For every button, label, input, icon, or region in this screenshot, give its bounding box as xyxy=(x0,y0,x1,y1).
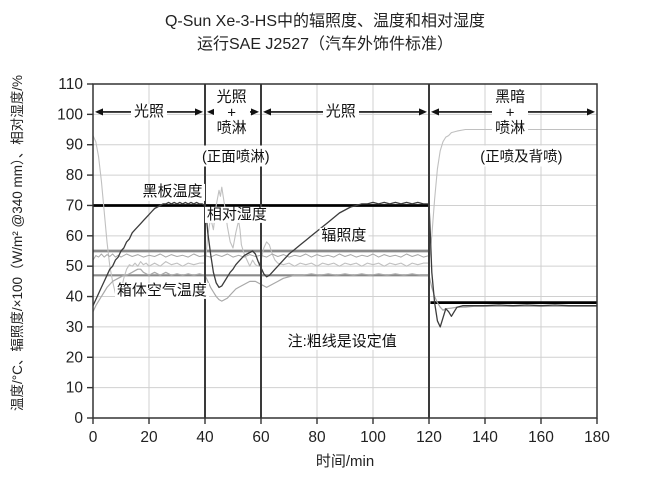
series-irradiance_measured xyxy=(92,253,430,261)
arrow-head-right xyxy=(195,108,203,116)
y-tick-label: 70 xyxy=(66,197,84,214)
x-axis-label: 时间/min xyxy=(315,453,375,470)
x-tick-label: 180 xyxy=(584,429,610,446)
y-tick-label: 90 xyxy=(66,137,84,154)
x-tick-label: 60 xyxy=(252,429,270,446)
y-tick-label: 20 xyxy=(66,349,84,366)
chart-title-line-1: Q-Sun Xe-3-HS中的辐照度、温度和相对湿度 xyxy=(164,13,486,30)
arrow-head-left xyxy=(263,108,271,116)
series-relative_humidity_measured xyxy=(92,128,597,299)
x-tick-label: 80 xyxy=(308,429,326,446)
arrow-head-left xyxy=(95,108,103,116)
y-tick-label: 50 xyxy=(66,258,84,275)
y-tick-label: 0 xyxy=(74,410,83,427)
x-tick-label: 40 xyxy=(196,429,214,446)
y-tick-label: 40 xyxy=(66,289,84,306)
chart-title: Q-Sun Xe-3-HS中的辐照度、温度和相对湿度 运行SAE J2527（汽… xyxy=(0,10,650,56)
y-tick-label: 110 xyxy=(58,76,83,93)
chart-title-line-2: 运行SAE J2527（汽车外饰件标准） xyxy=(196,36,454,54)
y-tick-label: 60 xyxy=(66,228,84,245)
arrow-head-right xyxy=(251,108,259,116)
x-tick-label: 20 xyxy=(140,429,158,446)
x-tick-label: 160 xyxy=(528,429,554,446)
series-black_panel_temp_measured xyxy=(92,201,597,328)
series-chamber_air_temp_measured xyxy=(92,268,597,312)
y-tick-label: 80 xyxy=(66,167,84,184)
x-tick-label: 100 xyxy=(360,429,386,446)
x-tick-label: 120 xyxy=(416,429,442,446)
plot-frame xyxy=(92,83,598,419)
y-tick-label: 30 xyxy=(66,319,84,336)
y-tick-label: 100 xyxy=(57,106,83,123)
x-tick-label: 140 xyxy=(472,429,498,446)
arrow-head-right xyxy=(587,108,595,116)
arrow-head-right xyxy=(419,108,427,116)
y-tick-label: 10 xyxy=(66,380,84,397)
arrow-head-left xyxy=(207,108,215,116)
x-tick-label: 0 xyxy=(89,429,98,446)
arrow-head-left xyxy=(431,108,439,116)
